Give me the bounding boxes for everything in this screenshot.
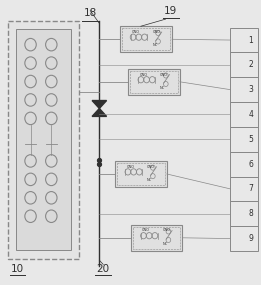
Text: CNO: CNO (132, 30, 139, 34)
Text: NC: NC (163, 241, 168, 246)
Text: NC: NC (160, 86, 165, 89)
Text: CNO: CNO (147, 165, 155, 169)
Text: CNO: CNO (139, 72, 147, 76)
Bar (130, 71, 178, 93)
Bar (115, 161, 167, 187)
Bar (230, 201, 258, 226)
Text: CNO: CNO (126, 165, 134, 169)
Text: CNO: CNO (160, 72, 168, 76)
Bar (130, 225, 182, 251)
Text: NC: NC (147, 178, 152, 182)
Text: 6: 6 (248, 160, 253, 169)
Polygon shape (92, 101, 106, 109)
Bar (230, 28, 258, 52)
Bar (117, 163, 165, 185)
Text: NC: NC (152, 43, 157, 47)
Text: 2: 2 (248, 60, 253, 69)
Bar (9, 21, 79, 259)
Text: 1: 1 (248, 36, 253, 44)
Text: 8: 8 (248, 209, 253, 218)
Text: 3: 3 (248, 85, 253, 94)
Text: CNO: CNO (152, 30, 160, 34)
Polygon shape (92, 109, 106, 116)
Bar (16, 29, 71, 250)
Bar (230, 176, 258, 201)
Bar (230, 152, 258, 176)
Text: 4: 4 (248, 110, 253, 119)
Bar (133, 227, 180, 249)
Text: 19: 19 (164, 6, 177, 16)
Bar (230, 102, 258, 127)
Text: 20: 20 (97, 264, 110, 274)
Text: 18: 18 (84, 9, 97, 19)
Bar (230, 77, 258, 102)
Bar (120, 26, 172, 52)
Bar (230, 127, 258, 152)
Bar (128, 69, 180, 95)
Text: 7: 7 (248, 184, 253, 194)
Text: 10: 10 (11, 264, 24, 274)
Bar (122, 28, 170, 50)
Bar (230, 226, 258, 251)
Text: CNO: CNO (163, 229, 171, 233)
Text: CNO: CNO (142, 229, 150, 233)
Bar (230, 52, 258, 77)
Text: 5: 5 (248, 135, 253, 144)
Text: 9: 9 (248, 234, 253, 243)
